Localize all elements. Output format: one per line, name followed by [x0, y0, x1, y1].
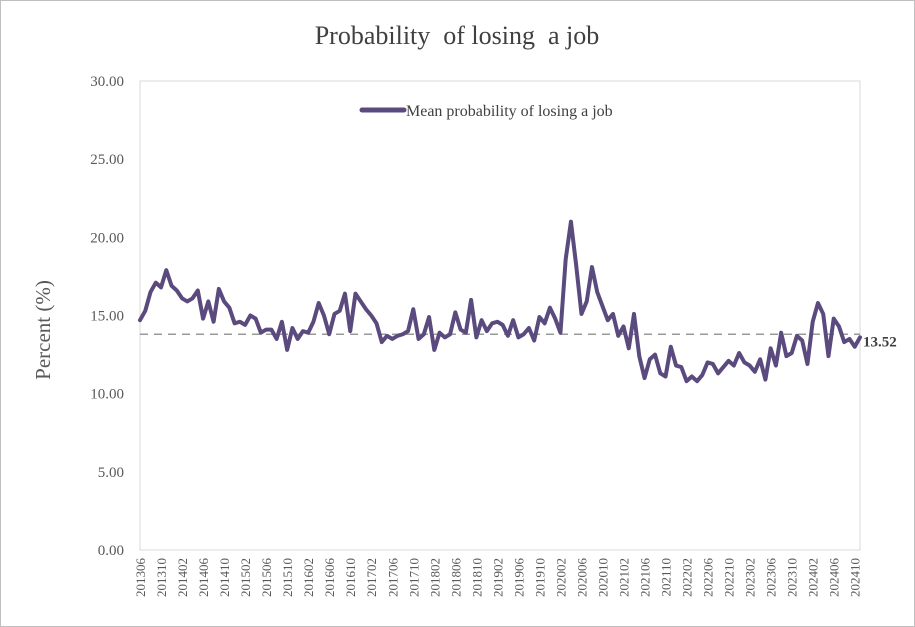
x-tick-label: 202202 [680, 558, 695, 597]
x-tick-label: 201710 [406, 558, 421, 597]
x-axis-ticks: 201306 201310 201402 201406 201410 201502 2015… [133, 558, 863, 598]
x-tick-label: 202006 [574, 558, 589, 598]
x-tick-label: 201406 [196, 558, 211, 598]
y-tick-label: 10.00 [90, 387, 124, 403]
x-tick-label: 201502 [238, 558, 253, 597]
x-tick-label: 201902 [490, 558, 505, 597]
plot-area [139, 80, 861, 551]
x-tick-label: 202410 [848, 558, 863, 597]
x-tick-label: 201810 [469, 558, 484, 597]
x-tick-label: 202210 [722, 558, 737, 597]
x-tick-label: 202406 [827, 558, 842, 598]
y-axis-ticks: 0.00 5.00 10.00 15.00 20.00 25.00 30.00 [90, 74, 124, 559]
y-tick-label: 30.00 [90, 74, 124, 90]
x-tick-label: 201906 [511, 558, 526, 598]
x-tick-label: 201510 [280, 558, 295, 597]
x-tick-label: 201402 [175, 558, 190, 597]
x-tick-label: 202010 [595, 558, 610, 597]
x-tick-label: 202102 [617, 558, 632, 597]
x-tick-label: 201702 [364, 558, 379, 597]
x-tick-label: 202206 [701, 558, 716, 598]
x-tick-label: 202310 [785, 558, 800, 597]
x-tick-label: 201506 [259, 558, 274, 598]
x-tick-label: 201606 [322, 558, 337, 598]
legend: Mean probability of losing a job [359, 103, 613, 120]
x-tick-label: 201310 [154, 558, 169, 597]
x-tick-label: 201602 [301, 558, 316, 597]
x-tick-label: 201806 [448, 558, 463, 598]
x-tick-label: 202106 [638, 558, 653, 598]
chart-title: Probability of losing a job [315, 21, 600, 50]
x-tick-label: 201910 [532, 558, 547, 597]
x-tick-label: 201706 [385, 558, 400, 598]
x-tick-label: 202402 [806, 558, 821, 597]
x-tick-label: 201802 [427, 558, 442, 597]
y-tick-label: 20.00 [90, 230, 124, 246]
x-tick-label: 201410 [217, 558, 232, 597]
x-tick-label: 202110 [659, 558, 674, 597]
y-tick-label: 25.00 [90, 152, 124, 168]
x-tick-label: 201610 [343, 558, 358, 597]
x-tick-label: 202302 [743, 558, 758, 597]
x-tick-label: 202002 [553, 558, 568, 597]
y-tick-label: 0.00 [98, 543, 124, 559]
average-reference-label: 13.52 [863, 334, 897, 350]
y-tick-label: 5.00 [98, 465, 124, 481]
x-tick-label: 202306 [764, 558, 779, 598]
y-axis-label: Percent (%) [31, 280, 55, 380]
x-tick-label: 201306 [133, 558, 148, 598]
series-layer [138, 219, 862, 384]
y-tick-label: 15.00 [90, 309, 124, 325]
series-line-mean-probability [138, 219, 862, 384]
legend-label: Mean probability of losing a job [406, 103, 613, 120]
